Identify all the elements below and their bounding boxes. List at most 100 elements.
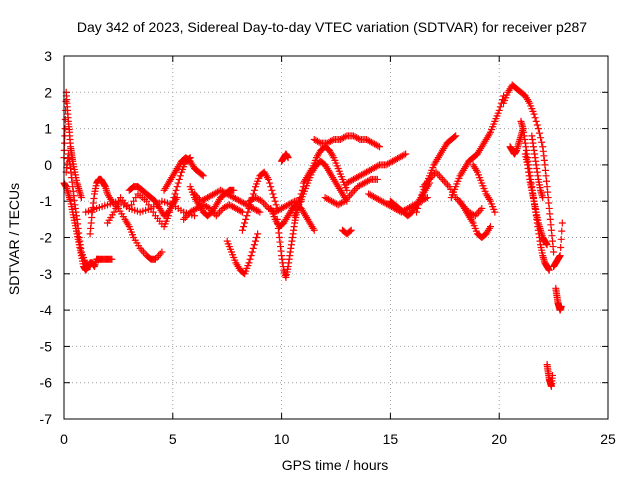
data-point [545,266,553,274]
data-point [491,208,499,216]
data-point [315,138,323,146]
data-point [199,172,207,180]
grid-lines [64,56,608,419]
data-point [249,244,257,252]
data-point [241,219,249,227]
data-point [557,302,565,310]
data-point [132,194,140,202]
data-point [556,252,564,260]
data-point [533,121,541,129]
data-point [61,125,69,133]
data-point [530,110,538,118]
data-point [440,177,448,185]
data-point [473,210,481,218]
data-point [240,223,248,231]
data-point [85,262,93,270]
data-point [171,190,179,198]
data-point [400,151,408,159]
data-point [422,194,430,202]
x-tick-label: 25 [600,431,616,447]
data-point [214,210,222,218]
data-point [270,194,278,202]
data-point [108,255,116,263]
x-tick-label: 10 [274,431,290,447]
data-point [374,162,382,170]
data-point [314,137,322,145]
data-point [125,204,133,212]
data-point [222,203,230,211]
data-point [267,183,275,191]
data-point [198,171,206,179]
y-tick-label: -2 [40,230,53,246]
data-point [413,208,421,216]
data-point [350,186,358,194]
data-point [557,235,565,243]
data-point [246,255,254,263]
data-point [478,204,486,212]
x-tick-label: 0 [60,431,68,447]
data-point [532,117,540,125]
data-point [247,252,255,260]
data-point [271,197,279,205]
data-point [255,195,263,203]
data-point [402,150,410,158]
data-point [558,227,566,235]
chart-title: Day 342 of 2023, Sidereal Day-to-day VTE… [77,19,587,35]
data-point [113,201,121,209]
data-point [253,234,261,241]
data-point [435,172,443,180]
data-point [155,252,163,260]
data-point [476,206,484,214]
data-point [243,212,251,220]
data-point [77,194,85,202]
data-point [237,207,245,215]
data-point [203,203,211,211]
x-tick-label: 5 [169,431,177,447]
data-point [539,194,547,202]
data-point [110,208,118,216]
data-point [256,208,264,216]
data-point [347,226,355,234]
y-tick-label: -7 [40,411,53,427]
data-point [557,243,565,251]
data-point [261,201,269,209]
data-point [175,175,183,183]
data-point [434,170,442,178]
x-tick-label: 20 [491,431,507,447]
data-point [414,204,422,212]
data-point [139,248,147,256]
data-point [265,175,273,183]
data-point [531,114,539,122]
data-point [543,241,551,249]
data-point [149,208,157,216]
data-point [138,246,146,254]
data-point [173,183,181,191]
data-point [328,136,336,144]
y-tick-label: -1 [40,193,53,209]
data-point [496,103,504,111]
data-point [266,179,274,187]
data-point [341,133,349,141]
data-point [349,188,357,196]
data-point [245,204,253,212]
data-point [439,175,447,183]
data-point [172,186,180,194]
data-point [254,207,262,215]
data-point [327,137,335,145]
data-point [340,134,348,142]
data-point [337,199,345,207]
data-point [452,132,460,140]
data-point [538,138,546,146]
data-point [346,227,354,235]
y-axis-label: SDTVAR / TECUs [6,183,22,295]
data-point [444,181,452,189]
data-point [343,186,351,194]
y-axis-ticks: -7 -6 -5 -4 -3 -2 -1 0 1 2 3 [40,48,608,427]
data-point [347,190,355,198]
data-point [238,226,246,234]
data-point [242,215,250,223]
data-point [176,172,184,180]
data-point [353,134,361,142]
plot-frame [63,55,609,420]
